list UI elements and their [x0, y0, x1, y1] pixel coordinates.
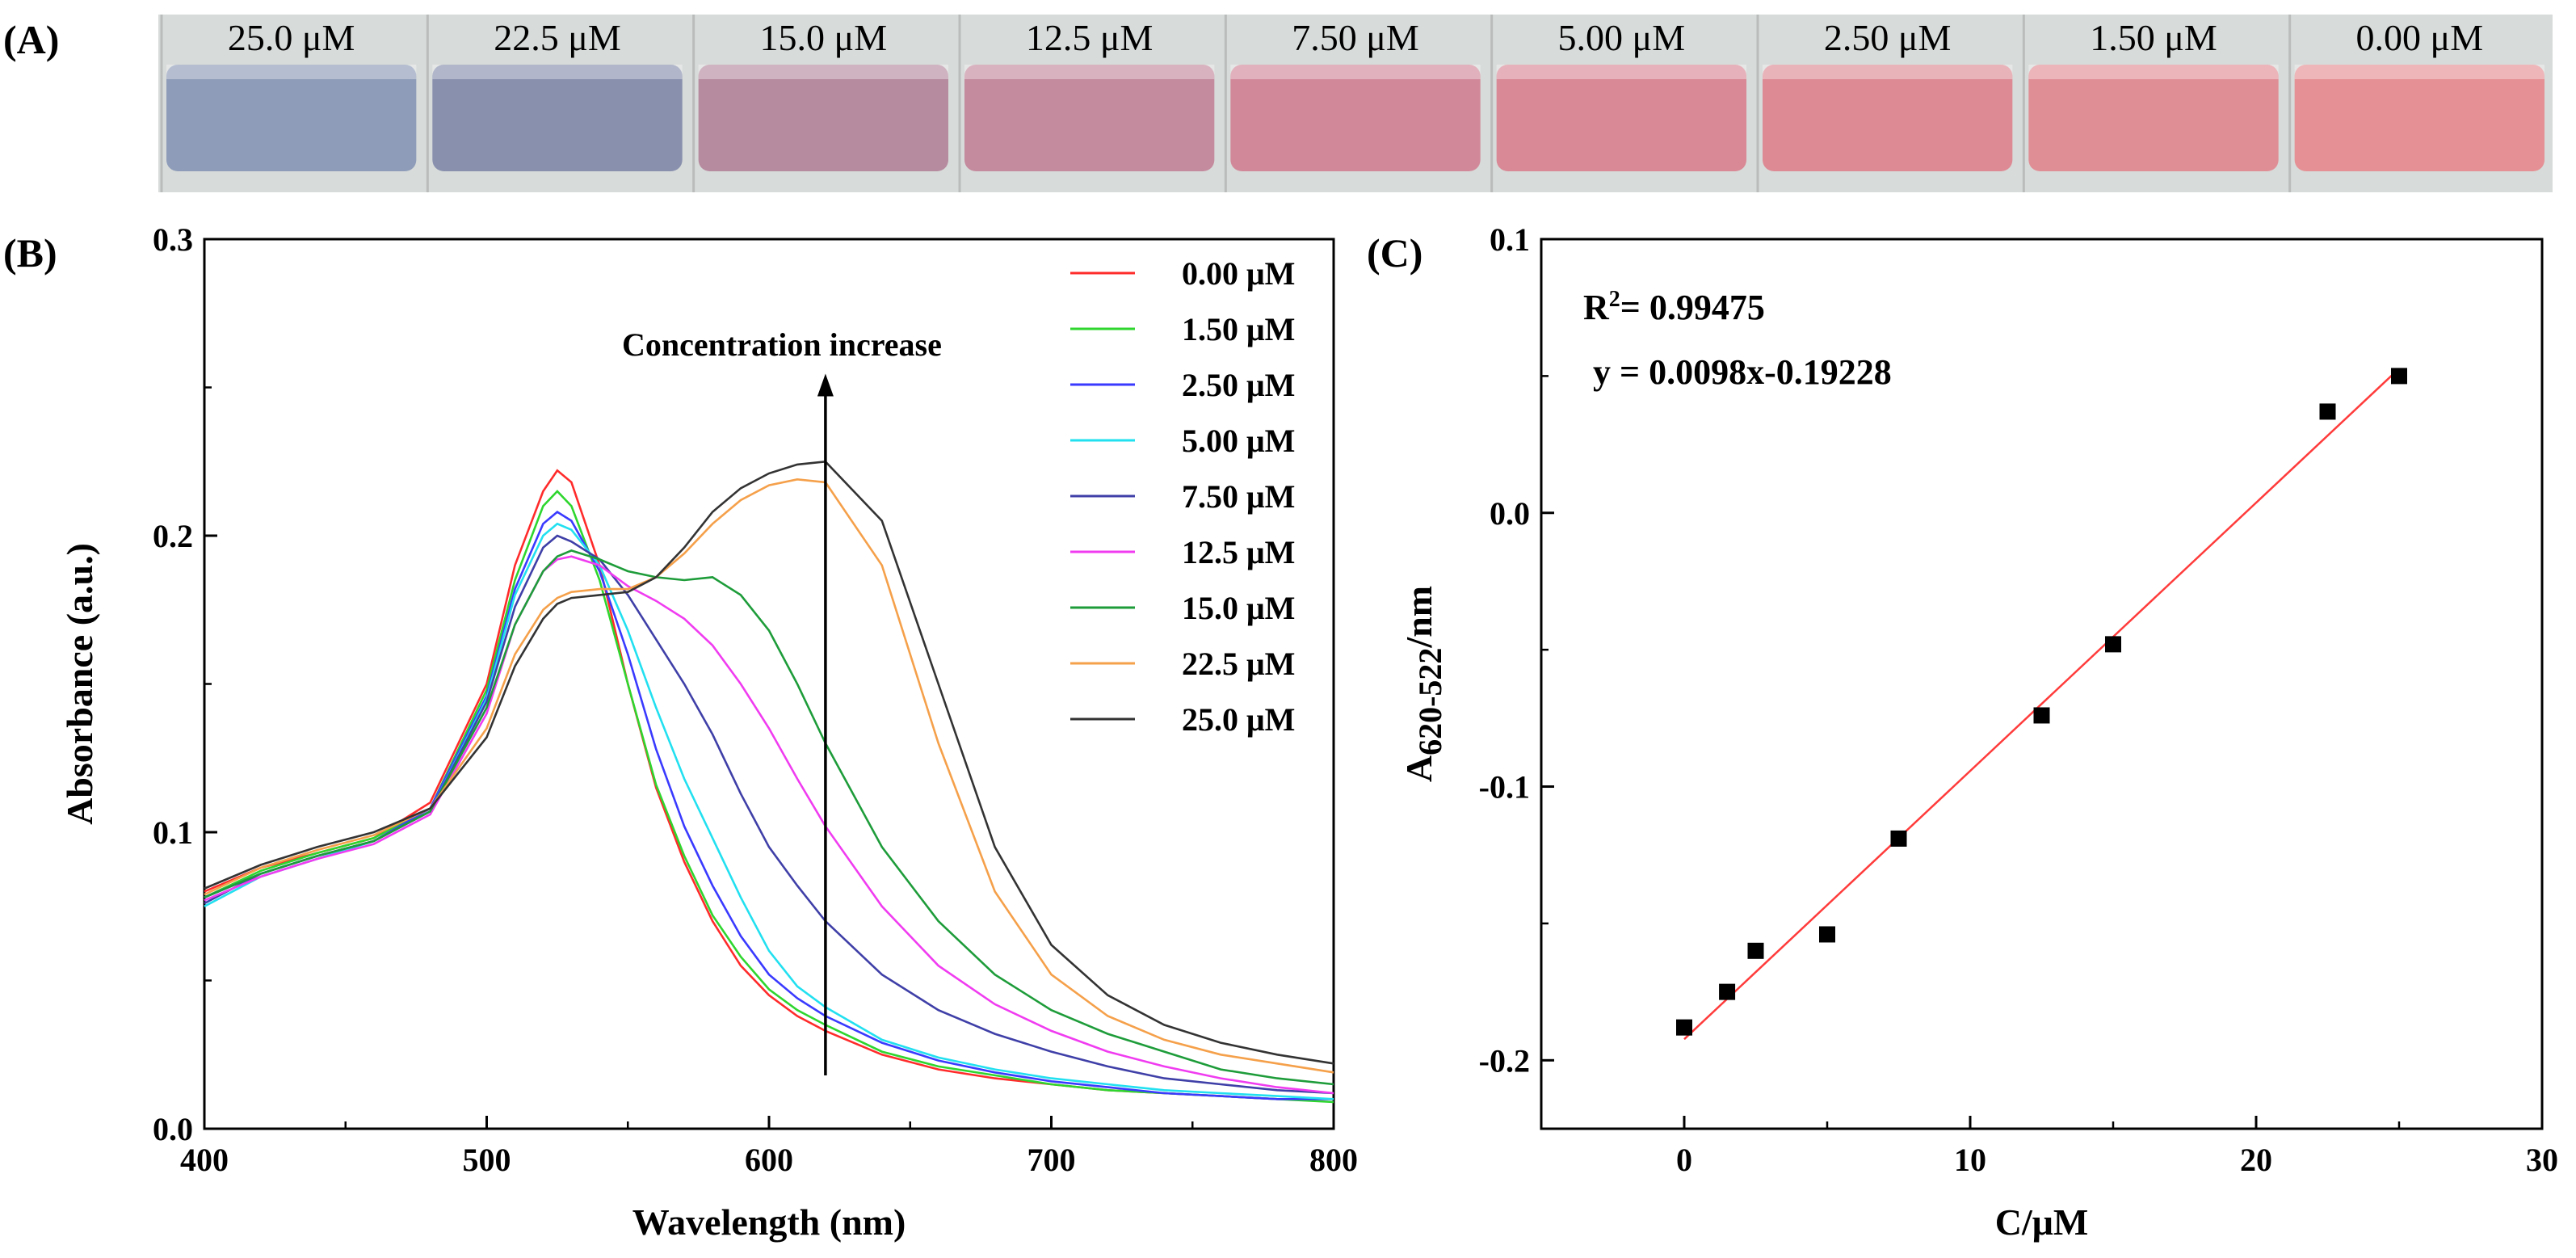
vial-label: 2.50 μM [1824, 17, 1952, 58]
arrow-head [817, 373, 834, 397]
data-point [1747, 942, 1764, 959]
vial-solution [1763, 65, 2013, 171]
regression-equation: y = 0.0098x-0.19228 [1593, 352, 1892, 392]
absorbance-spectra-chart: 400 500 600 700 800 0.0 0.1 0.2 0.3 Wavelength (n… [59, 221, 1358, 1243]
y-tick-label: 0.0 [1490, 495, 1530, 532]
y-tick-label: -0.1 [1479, 769, 1530, 806]
r-squared-text: R2= 0.99475 [1583, 287, 1765, 327]
r-squared-prefix: R [1583, 288, 1610, 327]
series-line [204, 555, 1334, 1095]
x-axis-label: Wavelength (nm) [632, 1201, 906, 1243]
vial-label: 25.0 μM [228, 17, 355, 58]
x-tick-label: 600 [745, 1142, 793, 1178]
vial-label: 15.0 μM [760, 17, 888, 58]
series-line [204, 460, 1334, 1065]
legend-label: 0.00 μM [1182, 255, 1295, 292]
vial-meniscus [1230, 65, 1481, 79]
series-line [204, 490, 1334, 1104]
legend-label: 5.00 μM [1182, 423, 1295, 459]
x-tick-label: 30 [2526, 1142, 2558, 1178]
legend-label: 25.0 μM [1182, 701, 1295, 738]
series-line [204, 522, 1334, 1100]
vial-meniscus [166, 65, 417, 79]
vial-meniscus [2028, 65, 2279, 79]
x-tick-label: 700 [1027, 1142, 1076, 1178]
legend-label: 7.50 μM [1182, 478, 1295, 515]
vial-meniscus [1496, 65, 1746, 79]
y-tick-label: 0.3 [153, 221, 193, 258]
y-axis-label-unit: /nm [1398, 586, 1439, 649]
annotation-text: Concentration increase [622, 326, 942, 363]
data-point [1890, 830, 1907, 847]
series-line [204, 510, 1334, 1100]
calibration-scatter-chart: 0 10 20 30 -0.2 -0.1 0.0 0.1 C/μM A620-522/nm R2= … [1398, 221, 2558, 1243]
vial-meniscus [1763, 65, 2013, 79]
series-line [204, 469, 1334, 1100]
series-line [204, 549, 1334, 1086]
r-squared-superscript: 2 [1609, 287, 1620, 312]
panel-label-a: (A) [3, 17, 59, 62]
legend-label: 22.5 μM [1182, 646, 1295, 682]
y-axis-label: A620-522/nm [1398, 586, 1448, 782]
y-tick-label: 0.1 [153, 814, 193, 851]
y-tick-label: 0.0 [153, 1111, 193, 1147]
plot-frame [1540, 238, 2544, 1130]
vial-label: 0.00 μM [2356, 17, 2484, 58]
vial-solution [2028, 65, 2279, 171]
vial-label: 7.50 μM [1292, 17, 1419, 58]
panel-label-c: (C) [1367, 230, 1422, 276]
vial-meniscus [2294, 65, 2544, 79]
y-axis-label-main: A [1398, 755, 1439, 782]
data-point [2033, 707, 2050, 724]
legend-label: 1.50 μM [1182, 311, 1295, 347]
vial-solution [432, 65, 683, 171]
x-tick-label: 10 [1954, 1142, 1986, 1178]
vial-label: 22.5 μM [494, 17, 621, 58]
legend-label: 2.50 μM [1182, 367, 1295, 403]
vial-label: 5.00 μM [1558, 17, 1686, 58]
vial-solution [1230, 65, 1481, 171]
vial-solution [698, 65, 948, 171]
y-axis-label: Absorbance (a.u.) [59, 543, 100, 825]
vial-label: 12.5 μM [1026, 17, 1154, 58]
series-line [204, 478, 1334, 1074]
r-squared-value: = 0.99475 [1620, 288, 1765, 327]
vial-meniscus [432, 65, 683, 79]
x-tick-label: 20 [2240, 1142, 2272, 1178]
vial-solution [2294, 65, 2544, 171]
vial-solution [964, 65, 1215, 171]
data-point [2105, 636, 2121, 653]
y-axis-label-sub: 620-522 [1412, 648, 1448, 755]
y-tick-label: 0.2 [153, 518, 193, 554]
x-tick-label: 400 [180, 1142, 229, 1178]
legend-label: 15.0 μM [1182, 590, 1295, 626]
fit-line [1683, 368, 2400, 1041]
data-point [2319, 403, 2336, 420]
vial-label: 1.50 μM [2090, 17, 2217, 58]
data-point [1719, 983, 1736, 1000]
data-point [1819, 926, 1835, 943]
series-line [204, 534, 1334, 1095]
vial-solution [166, 65, 417, 171]
data-point [1676, 1019, 1692, 1036]
x-axis-label: C/μM [1995, 1201, 2089, 1243]
y-tick-label: 0.1 [1490, 221, 1530, 258]
data-point [2391, 368, 2407, 385]
x-tick-label: 800 [1309, 1142, 1358, 1178]
vial-photo: 25.0 μM 22.5 μM 15.0 μM 12.5 μM 7.50 μM 5.00 … [158, 15, 2553, 192]
vial-solution [1496, 65, 1746, 171]
legend-label: 12.5 μM [1182, 534, 1295, 570]
vial-meniscus [964, 65, 1215, 79]
panel-label-b: (B) [3, 230, 57, 276]
vial-meniscus [698, 65, 948, 79]
x-tick-label: 500 [463, 1142, 511, 1178]
y-tick-label: -0.2 [1479, 1042, 1530, 1079]
x-tick-label: 0 [1676, 1142, 1692, 1178]
